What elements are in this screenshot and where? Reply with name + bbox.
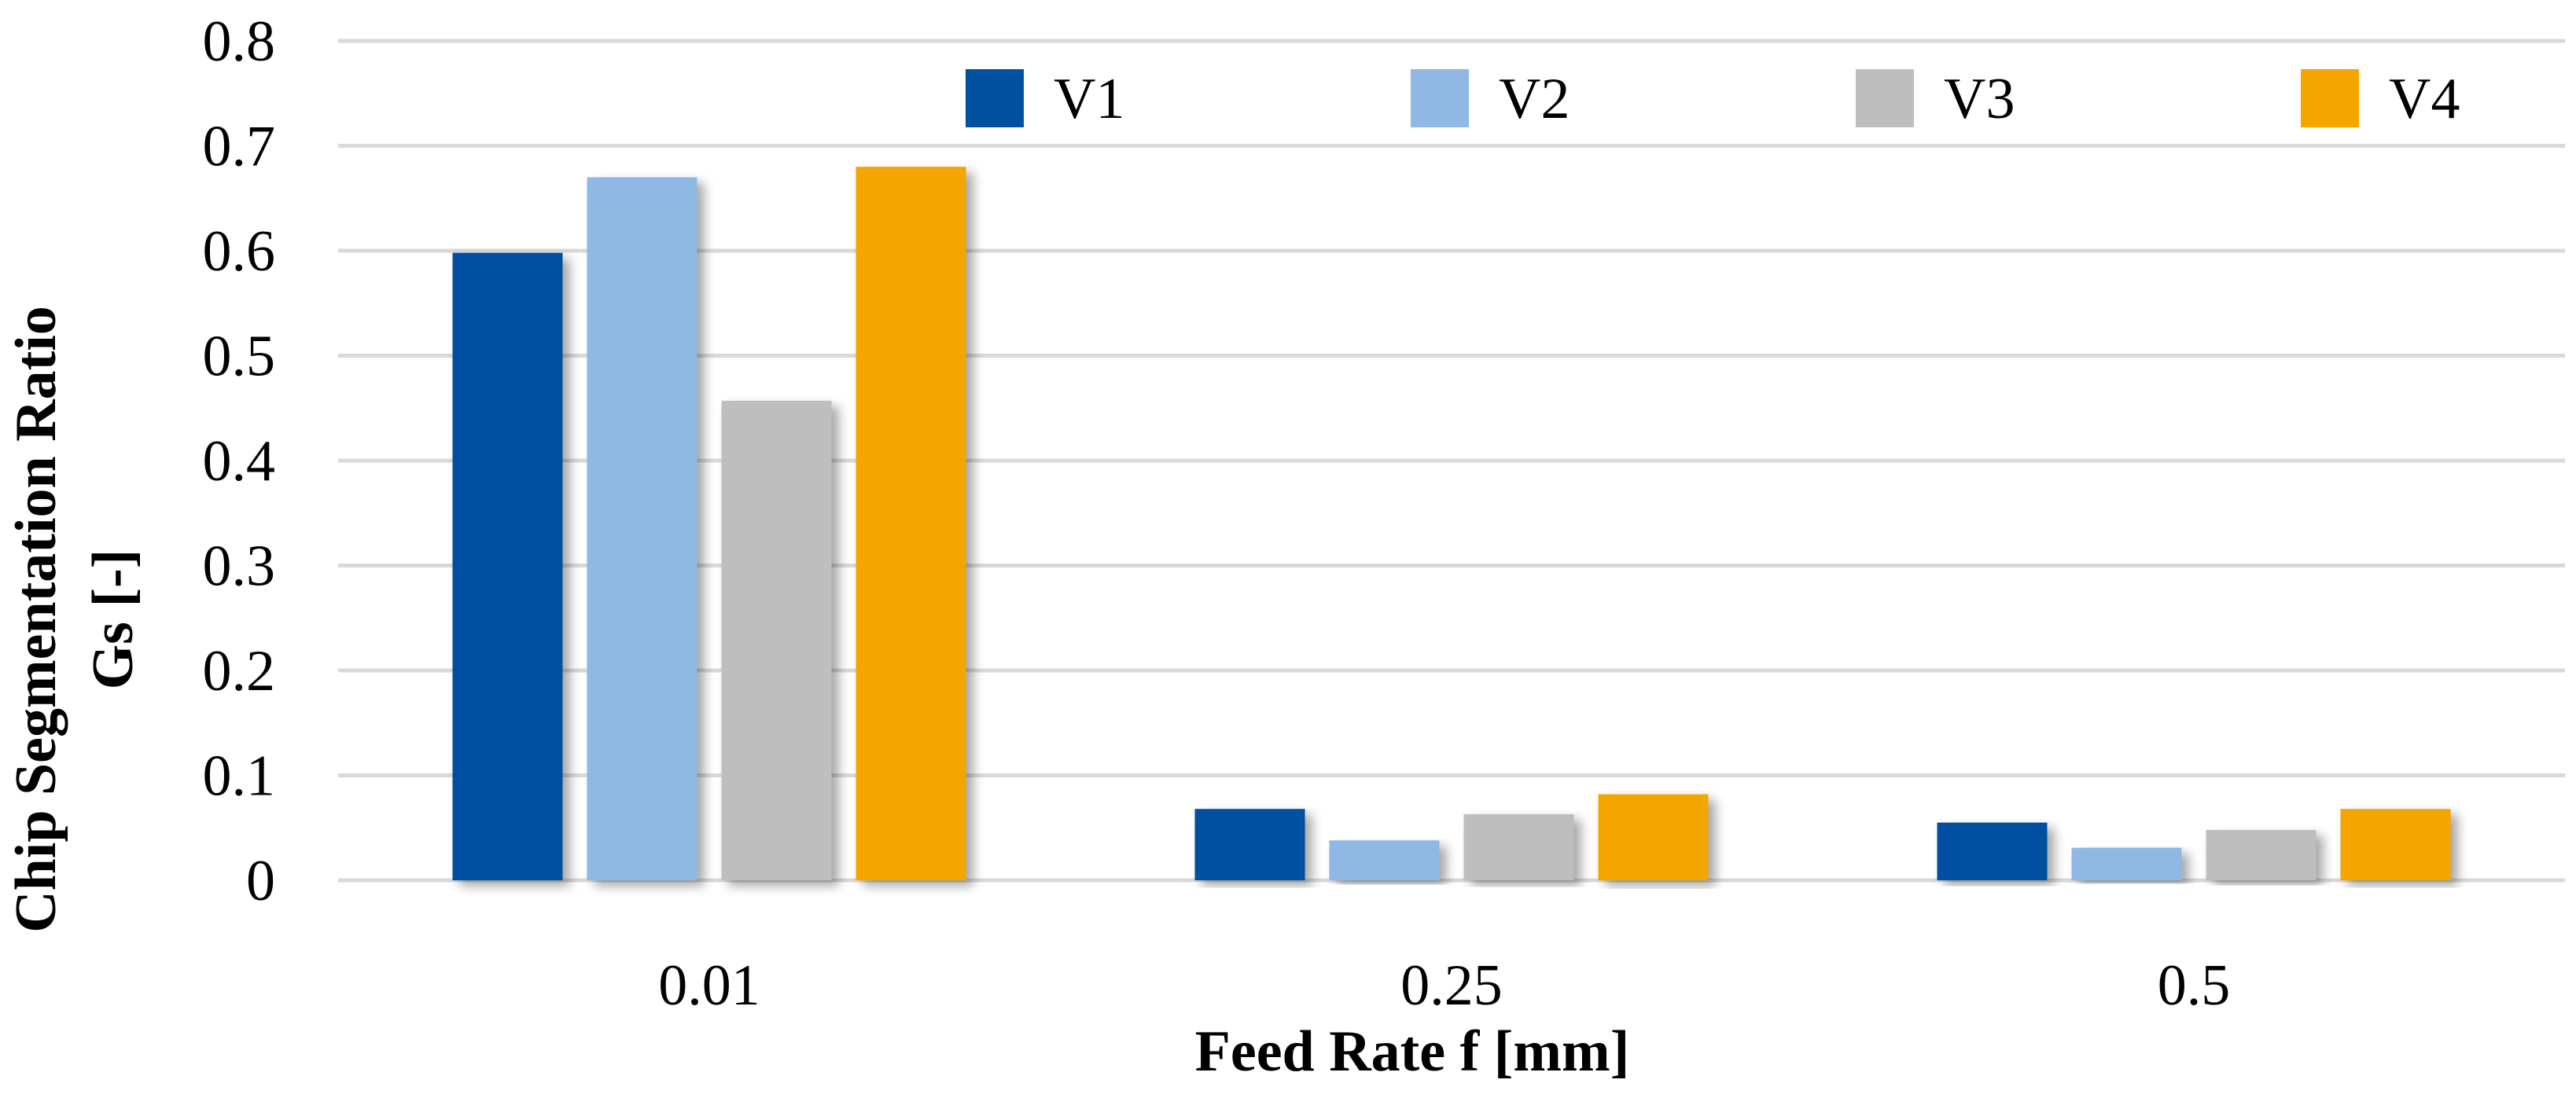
x-axis-title: Feed Rate f [mm]	[1195, 1019, 1630, 1084]
x-tick-label: 0.5	[2158, 953, 2231, 1018]
bar-v4-0.25	[1598, 794, 1709, 880]
x-tick-label: 0.01	[658, 953, 760, 1018]
bars	[452, 167, 2451, 881]
y-axis-ticks: 0 0.1 0.2 0.3 0.4 0.5 0.6 0.7 0.8	[203, 9, 276, 913]
legend-swatch-v1	[966, 69, 1024, 127]
legend-label-v3: V3	[1944, 67, 2015, 131]
bar-v2-0.01	[587, 177, 697, 881]
bar-v4-0.5	[2340, 809, 2451, 880]
y-tick-label: 0	[246, 849, 275, 913]
legend-swatch-v2	[1411, 69, 1469, 127]
bar-v3-0.01	[721, 400, 832, 880]
y-axis-title-line-1: Chip Segmentation Ratio	[4, 306, 68, 933]
bar-v1-0.01	[452, 252, 563, 880]
y-axis-title: Chip Segmentation Ratio Gs [-]	[4, 306, 145, 933]
y-tick-label: 0.8	[203, 9, 276, 74]
y-tick-label: 0.6	[203, 219, 276, 284]
bar-v1-0.25	[1194, 809, 1305, 880]
legend-label-v1: V1	[1054, 67, 1124, 131]
gridlines	[338, 39, 2565, 883]
bar-v2-0.5	[2071, 847, 2182, 880]
y-tick-label: 0.2	[203, 639, 276, 703]
y-axis-title-line-2: Gs [-]	[81, 549, 145, 690]
legend-swatch-v3	[1856, 69, 1914, 127]
legend: V1 V2 V3 V4	[966, 67, 2460, 131]
x-tick-label: 0.25	[1400, 953, 1503, 1018]
legend-label-v2: V2	[1499, 67, 1570, 131]
bar-v3-0.25	[1463, 813, 1574, 880]
x-axis-ticks: 0.01 0.25 0.5	[658, 953, 2230, 1018]
bar-v4-0.01	[856, 167, 966, 880]
y-tick-label: 0.5	[203, 325, 276, 389]
y-tick-label: 0.1	[203, 744, 276, 809]
y-tick-label: 0.7	[203, 115, 276, 179]
bar-v2-0.25	[1329, 840, 1440, 880]
legend-swatch-v4	[2301, 69, 2359, 127]
legend-label-v4: V4	[2389, 67, 2460, 131]
y-tick-label: 0.3	[203, 534, 276, 599]
y-tick-label: 0.4	[203, 429, 276, 494]
bar-v1-0.5	[1937, 822, 2048, 880]
bar-v3-0.5	[2206, 829, 2317, 880]
